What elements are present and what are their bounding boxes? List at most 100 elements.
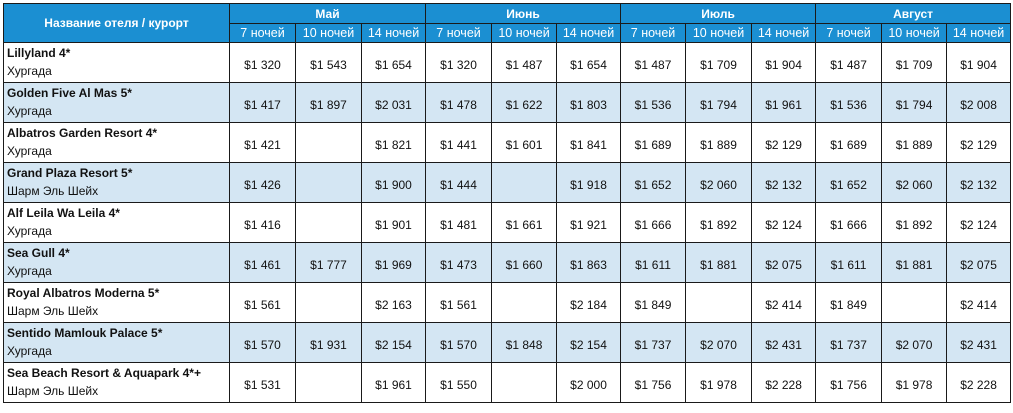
- price-cell: [491, 162, 558, 203]
- hotel-name: Grand Plaza Resort 5*: [7, 166, 133, 180]
- hotel-name: Albatros Garden Resort 4*: [7, 126, 158, 140]
- resort-name: Хургада: [7, 144, 52, 158]
- price-table: Название отеля / курорт Май Июнь Июль Ав…: [3, 3, 1012, 403]
- nights-header: 7 ночей: [229, 23, 296, 43]
- price-cell: $1 531: [229, 362, 296, 403]
- table-body: Lillyland 4* Хургада $1 320 $1 543 $1 654 $1 …: [3, 42, 1012, 403]
- price-cell: $2 184: [556, 282, 622, 323]
- price-cell: $1 536: [620, 82, 687, 123]
- table-row: Royal Albatros Moderna 5* Шарм Эль Шейх $1…: [3, 282, 1012, 323]
- price-cell: $2 070: [685, 322, 753, 363]
- price-cell: $1 426: [229, 162, 296, 203]
- price-cell: $1 841: [556, 122, 622, 163]
- price-cell: $1 622: [491, 82, 558, 123]
- price-cell: $1 536: [815, 82, 883, 123]
- price-cell: $1 897: [295, 82, 362, 123]
- price-cell: $2 132: [751, 162, 817, 203]
- hotel-cell: Golden Five Al Mas 5* Хургада: [3, 82, 230, 123]
- nights-header: 10 ночей: [685, 23, 753, 43]
- price-cell: [491, 282, 558, 323]
- nights-header: 14 ночей: [751, 23, 817, 43]
- price-cell: $1 654: [556, 42, 622, 83]
- price-cell: $1 444: [425, 162, 493, 203]
- price-cell: $2 154: [360, 322, 427, 363]
- table-row: Albatros Garden Resort 4* Хургада $1 421 $1…: [3, 122, 1012, 163]
- price-cell: $1 904: [946, 42, 1012, 83]
- price-cell: $1 881: [685, 242, 753, 283]
- price-cell: $1 863: [556, 242, 622, 283]
- price-cell: $2 129: [946, 122, 1012, 163]
- price-cell: [295, 162, 362, 203]
- nights-header: 10 ночей: [491, 23, 558, 43]
- hotel-cell: Sea Beach Resort & Aquapark 4*+ Шарм Эль …: [3, 362, 230, 403]
- hotel-name: Sentido Mamlouk Palace 5*: [7, 326, 163, 340]
- price-cell: $1 611: [620, 242, 687, 283]
- price-cell: $2 124: [751, 202, 817, 243]
- price-cell: $1 961: [751, 82, 817, 123]
- price-cell: $2 228: [946, 362, 1012, 403]
- price-cell: $1 601: [491, 122, 558, 163]
- price-cell: $1 961: [360, 362, 427, 403]
- hotel-name: Royal Albatros Moderna 5*: [7, 286, 160, 300]
- price-cell: $1 709: [881, 42, 948, 83]
- resort-name: Хургада: [7, 224, 52, 238]
- price-cell: $1 978: [685, 362, 753, 403]
- table-row: Golden Five Al Mas 5* Хургада $1 417 $1 897…: [3, 82, 1012, 123]
- price-cell: $1 881: [881, 242, 948, 283]
- table-row: Sea Gull 4* Хургада $1 461 $1 777 $1 969 $1 4…: [3, 242, 1012, 283]
- price-cell: $2 129: [751, 122, 817, 163]
- price-cell: $1 652: [815, 162, 883, 203]
- price-cell: $1 666: [620, 202, 687, 243]
- nights-header: 14 ночей: [946, 23, 1012, 43]
- resort-name: Хургада: [7, 104, 52, 118]
- price-cell: $1 689: [815, 122, 883, 163]
- price-cell: $1 421: [229, 122, 296, 163]
- price-cell: $1 417: [229, 82, 296, 123]
- price-cell: $1 889: [685, 122, 753, 163]
- nights-header: 10 ночей: [295, 23, 362, 43]
- price-cell: $1 737: [815, 322, 883, 363]
- hotel-name: Sea Gull 4*: [7, 246, 70, 260]
- hotel-name: Sea Beach Resort & Aquapark 4*+: [7, 366, 201, 380]
- price-cell: $1 709: [685, 42, 753, 83]
- price-cell: $1 320: [425, 42, 493, 83]
- price-cell: $1 931: [295, 322, 362, 363]
- price-cell: $2 431: [946, 322, 1012, 363]
- price-cell: $1 756: [620, 362, 687, 403]
- price-cell: $1 737: [620, 322, 687, 363]
- price-cell: $1 794: [881, 82, 948, 123]
- resort-name: Шарм Эль Шейх: [7, 304, 99, 318]
- hotel-cell: Albatros Garden Resort 4* Хургада: [3, 122, 230, 163]
- price-cell: $1 901: [360, 202, 427, 243]
- month-header-july: Июль: [620, 3, 817, 24]
- price-cell: $1 777: [295, 242, 362, 283]
- price-cell: $2 124: [946, 202, 1012, 243]
- price-cell: $2 414: [946, 282, 1012, 323]
- price-cell: $1 487: [491, 42, 558, 83]
- table-row: Grand Plaza Resort 5* Шарм Эль Шейх $1 426…: [3, 162, 1012, 203]
- price-cell: $2 414: [751, 282, 817, 323]
- price-cell: $2 070: [881, 322, 948, 363]
- table-header: Название отеля / курорт Май Июнь Июль Ав…: [3, 3, 1012, 43]
- table-row: Sentido Mamlouk Palace 5* Хургада $1 570 $1…: [3, 322, 1012, 363]
- price-cell: $1 561: [425, 282, 493, 323]
- price-cell: $2 060: [881, 162, 948, 203]
- price-cell: $1 611: [815, 242, 883, 283]
- price-cell: $1 978: [881, 362, 948, 403]
- table-row: Lillyland 4* Хургада $1 320 $1 543 $1 654 $1 …: [3, 42, 1012, 83]
- hotel-name: Golden Five Al Mas 5*: [7, 86, 132, 100]
- price-cell: $1 487: [620, 42, 687, 83]
- price-cell: $1 921: [556, 202, 622, 243]
- price-cell: [685, 282, 753, 323]
- price-cell: $1 892: [881, 202, 948, 243]
- nights-header: 14 ночей: [556, 23, 622, 43]
- price-cell: $2 154: [556, 322, 622, 363]
- resort-name: Хургада: [7, 344, 52, 358]
- price-cell: $1 661: [491, 202, 558, 243]
- price-cell: $1 821: [360, 122, 427, 163]
- hotel-cell: Sea Gull 4* Хургада: [3, 242, 230, 283]
- price-cell: $2 075: [751, 242, 817, 283]
- price-cell: $1 794: [685, 82, 753, 123]
- price-cell: $1 320: [229, 42, 296, 83]
- table-row: Sea Beach Resort & Aquapark 4*+ Шарм Эль …: [3, 362, 1012, 403]
